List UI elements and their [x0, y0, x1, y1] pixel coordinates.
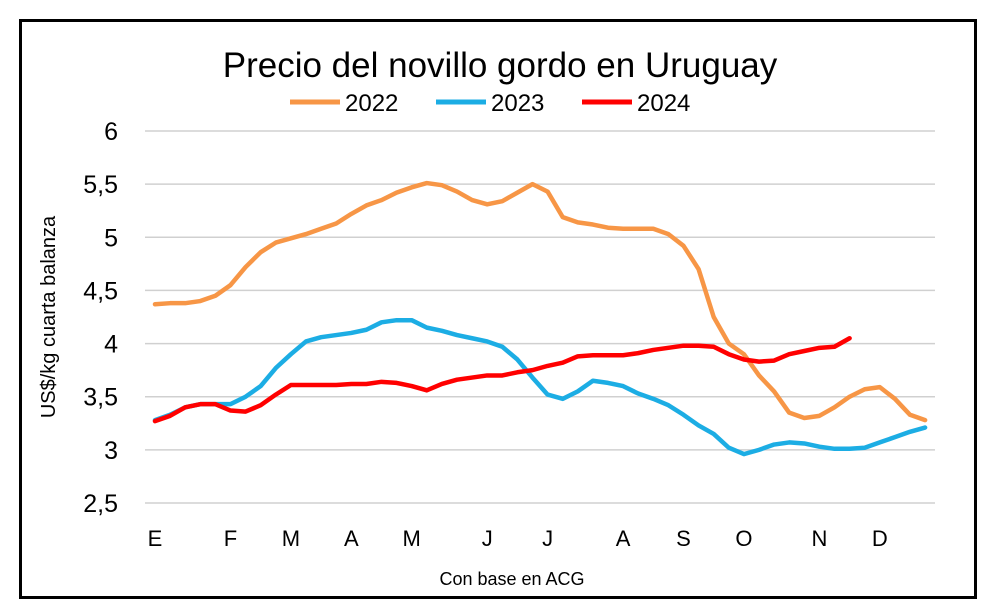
series-line-2022 — [152, 180, 928, 423]
gridlines — [145, 130, 935, 504]
x-tick-label: E — [148, 526, 163, 551]
legend-label: 2023 — [491, 90, 544, 117]
legend-label: 2022 — [345, 90, 398, 117]
series-line-2023 — [152, 317, 928, 457]
x-tick-label: O — [735, 526, 752, 551]
x-tick-label: J — [542, 526, 553, 551]
y-tick-label: 6 — [104, 118, 118, 146]
y-tick-label: 3 — [104, 437, 118, 465]
x-tick-label: J — [482, 526, 493, 551]
y-tick-label: 4,5 — [83, 277, 118, 305]
y-tick-label: 2,5 — [83, 490, 118, 518]
y-tick-label: 5,5 — [83, 171, 118, 199]
chart-frame — [19, 19, 977, 599]
y-tick-label: 3,5 — [83, 384, 118, 412]
x-tick-label: D — [872, 526, 888, 551]
y-tick-labels: 2,5 3 3,5 4 4,5 5 5,5 6 — [83, 118, 118, 518]
x-tick-label: A — [344, 526, 359, 551]
x-tick-label: F — [224, 526, 237, 551]
x-tick-label: M — [282, 526, 300, 551]
x-tick-label: S — [676, 526, 691, 551]
legend: 2022 2023 2024 — [290, 90, 690, 117]
series-line-2024 — [152, 336, 852, 424]
x-tick-label: A — [616, 526, 631, 551]
x-tick-label: M — [403, 526, 421, 551]
series-lines — [152, 180, 928, 457]
chart-title: Precio del novillo gordo en Uruguay — [223, 46, 778, 85]
y-tick-label: 5 — [104, 224, 118, 252]
legend-label: 2024 — [637, 90, 690, 117]
y-tick-label: 4 — [104, 331, 118, 359]
y-axis-label: US$/kg cuarta balanza — [38, 215, 60, 418]
x-axis-label: Con base en ACG — [439, 569, 584, 589]
x-tick-label: N — [811, 526, 827, 551]
